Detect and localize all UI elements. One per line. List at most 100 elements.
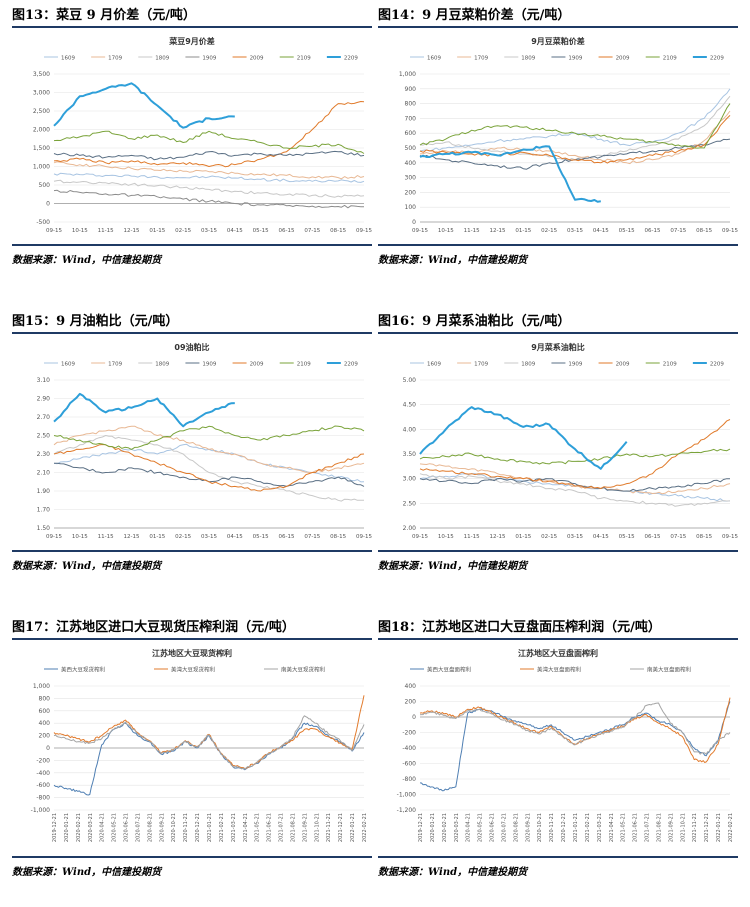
divider <box>12 856 372 858</box>
divider <box>378 856 738 858</box>
legend-label: 2209 <box>710 362 724 368</box>
x-tick-label: 2020-05-21 <box>478 813 484 842</box>
series-line-1709 <box>419 110 731 165</box>
x-tick-label: 2020-02-21 <box>442 813 448 842</box>
figure-14-source: 数据来源：Wind，中信建投期货 <box>378 255 528 266</box>
y-tick-label: -400 <box>402 745 416 752</box>
y-tick-label: 800 <box>405 101 417 108</box>
x-tick-label: 2021-08-21 <box>290 813 296 842</box>
legend-label: 2009 <box>250 56 264 62</box>
x-tick-label: 2020-09-21 <box>159 813 165 842</box>
x-tick-label: 2021-01-21 <box>207 813 213 842</box>
series-line-1709 <box>53 161 365 180</box>
x-tick-label: 2021-06-21 <box>633 813 639 842</box>
x-tick-label: 06-15 <box>645 228 661 234</box>
x-tick-label: 11-15 <box>464 534 480 540</box>
x-tick-label: 2021-08-21 <box>656 813 662 842</box>
x-tick-label: 10-15 <box>438 534 454 540</box>
y-tick-label: -600 <box>402 761 416 768</box>
y-tick-label: 5.00 <box>403 377 417 384</box>
x-tick-label: 09-15 <box>412 228 428 234</box>
series-line-2009 <box>419 115 731 164</box>
series-line-1609 <box>419 88 731 152</box>
legend-label: 1909 <box>202 56 216 62</box>
y-tick-label: 2.30 <box>37 451 51 458</box>
x-tick-label: 11-15 <box>98 534 114 540</box>
x-tick-label: 07-15 <box>670 228 686 234</box>
legend-label: 2209 <box>344 362 358 368</box>
figure-14-panel: 图14：9 月豆菜粕价差（元/吨） 9月豆菜粕价差 1609 1709 1809 190… <box>378 6 738 268</box>
figure-13-panel: 图13：菜豆 9 月价差（元/吨） 菜豆9月价差 1609 1709 1809 1909… <box>12 6 372 268</box>
legend-label: 1909 <box>568 56 582 62</box>
chart-title: 江苏地区大豆盘面榨利 <box>518 648 598 658</box>
series-line-1809 <box>53 435 365 502</box>
legend-label: 1609 <box>61 56 75 62</box>
y-tick-label: 2.50 <box>403 500 417 507</box>
x-tick-label: 2020-03-21 <box>454 813 460 842</box>
y-tick-label: 1.90 <box>37 488 51 495</box>
legend-label: 1609 <box>61 362 75 368</box>
x-tick-label: 2021-10-21 <box>314 813 320 842</box>
x-tick-label: 2020-11-21 <box>183 813 189 842</box>
series-line-2209 <box>53 392 235 428</box>
y-tick-label: 200 <box>39 733 51 740</box>
y-tick-label: 1,500 <box>33 145 50 152</box>
y-tick-label: -1,000 <box>397 792 417 799</box>
figure-17-panel: 图17：江苏地区进口大豆现货压榨利润（元/吨） 江苏地区大豆现货榨利 美西大豆现货… <box>12 618 372 880</box>
x-tick-label: 07-15 <box>304 228 320 234</box>
divider <box>378 332 738 334</box>
series-line-2009 <box>53 101 365 168</box>
y-tick-label: 1,000 <box>33 164 50 171</box>
y-tick-label: 0 <box>46 201 50 208</box>
y-tick-label: 100 <box>405 204 417 211</box>
figure-13-heading: 图13：菜豆 9 月价差（元/吨） <box>12 8 196 23</box>
chart-title: 江苏地区大豆现货榨利 <box>152 648 232 658</box>
x-tick-label: 2020-01-21 <box>430 813 436 842</box>
soymeal-rapemeal-spread-chart: 9月豆菜粕价差 1609 1709 1809 1909 2009 2109 2209 0 100 2… <box>399 36 738 234</box>
x-tick-label: 2020-12-21 <box>195 813 201 842</box>
x-tick-label: 03-15 <box>567 534 583 540</box>
y-tick-label: 0 <box>412 219 416 226</box>
x-tick-label: 04-15 <box>593 534 609 540</box>
figure-15-source: 数据来源：Wind，中信建投期货 <box>12 561 162 572</box>
legend-label: 美湾大豆现货榨利 <box>171 666 215 674</box>
chart-title: 9月菜系油粕比 <box>531 342 585 352</box>
legend-label: 2109 <box>663 362 677 368</box>
x-tick-label: 2020-03-21 <box>88 813 94 842</box>
legend-label: 1809 <box>521 56 535 62</box>
divider <box>378 638 738 640</box>
figure-18-source: 数据来源：Wind，中信建投期货 <box>378 867 528 878</box>
x-tick-label: 2019-12-21 <box>418 813 424 842</box>
x-tick-label: 2022-01-21 <box>350 813 356 842</box>
x-tick-label: 2022-02-21 <box>728 813 734 842</box>
y-tick-label: 3.10 <box>37 377 51 384</box>
series-line-1909 <box>419 477 730 492</box>
y-tick-label: 1,000 <box>33 683 50 690</box>
x-tick-label: 06-15 <box>645 534 661 540</box>
series-line-美湾大豆盘面榨利 <box>419 697 731 763</box>
y-tick-label: -200 <box>402 730 416 737</box>
x-tick-label: 2022-02-21 <box>362 813 368 842</box>
x-tick-label: 01-15 <box>515 228 531 234</box>
x-tick-label: 2021-09-21 <box>668 813 674 842</box>
series-line-1709 <box>53 425 365 473</box>
x-tick-label: 05-15 <box>619 534 635 540</box>
x-tick-label: 09-15 <box>356 534 372 540</box>
figure-15-panel: 图15：9 月油粕比（元/吨） 09油粕比 1609 1709 1809 1909 200… <box>12 312 372 574</box>
legend-label: 2009 <box>250 362 264 368</box>
divider <box>12 550 372 552</box>
x-tick-label: 09-15 <box>356 228 372 234</box>
legend-label: 2109 <box>297 362 311 368</box>
x-tick-label: 2021-06-21 <box>267 813 273 842</box>
y-tick-label: 400 <box>405 160 417 167</box>
legend-label: 2209 <box>344 56 358 62</box>
x-tick-label: 05-15 <box>619 228 635 234</box>
x-tick-label: 2020-06-21 <box>490 813 496 842</box>
legend-label: 1709 <box>108 362 122 368</box>
x-tick-label: 2021-09-21 <box>302 813 308 842</box>
y-tick-label: 400 <box>39 720 51 727</box>
x-tick-label: 08-15 <box>696 228 712 234</box>
x-tick-label: 09-15 <box>412 534 428 540</box>
